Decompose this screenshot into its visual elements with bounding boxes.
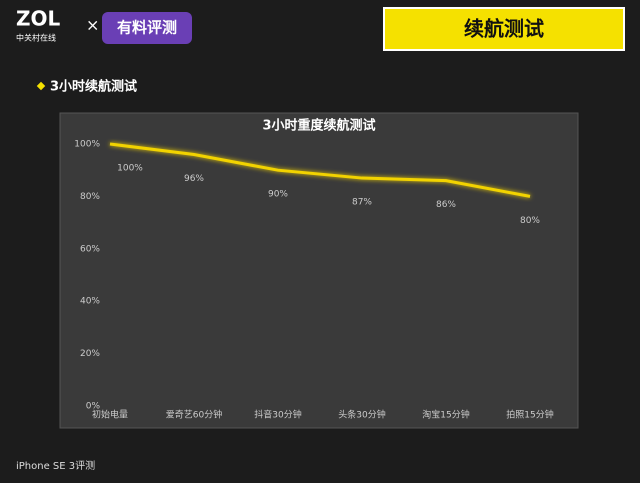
data-label: 100% [117,164,143,174]
data-label: 86% [436,200,456,210]
brand-logo: ZOL [16,7,61,31]
section-box [383,7,625,51]
footer: iPhone SE 3评测 [16,459,95,472]
x-tick-label: 初始电量 [92,409,128,421]
line [109,142,531,198]
section-title: 续航测试 [464,17,544,41]
x-tick-label: 抖音30分钟 [254,409,301,421]
y-tick-label: 100% [74,140,100,150]
separator: × [86,16,99,35]
partner-logo: 有料评测 [117,19,177,37]
y-tick-label: 20% [80,349,100,359]
bullet-text: 3小时续航测试 [50,79,137,95]
x-tick-label: 头条30分钟 [338,409,385,421]
y-tick-label: 60% [80,244,100,254]
y-tick-label: 40% [80,297,100,307]
data-label: 96% [184,174,204,184]
data-label: 87% [352,198,372,208]
data-label: 90% [268,190,288,200]
y-tick-label: 0% [86,402,101,412]
bullet-icon [36,81,46,91]
y-tick-label: 80% [80,192,100,202]
x-tick-label: 爱奇艺60分钟 [166,409,222,421]
data-label: 80% [520,216,540,226]
x-tick-label: 淘宝15分钟 [422,409,469,421]
partner-badge [102,12,192,44]
brand-sub: 中关村在线 [16,33,56,43]
chart-box [59,112,579,429]
x-tick-label: 拍照15分钟 [506,409,553,421]
chart-title: 3小时重度续航测试 [262,118,375,134]
